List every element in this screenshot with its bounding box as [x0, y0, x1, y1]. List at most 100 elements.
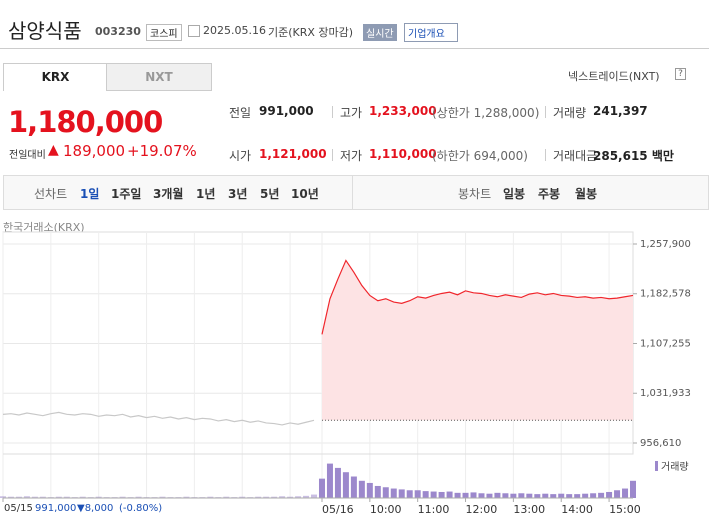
volume-bar [606, 491, 613, 498]
volume-bar [295, 496, 302, 498]
candle-period-button[interactable]: 일봉 [503, 187, 526, 201]
volume-bar [454, 492, 461, 498]
volume-bar [382, 487, 389, 498]
date: 2025.05.16 [203, 24, 266, 37]
volume-bar [574, 494, 581, 498]
period-button[interactable]: 1일 [80, 187, 100, 201]
volume-bar [582, 493, 589, 498]
summary-divider [545, 106, 546, 118]
volume-bar [422, 491, 429, 498]
x-tick-label: 12:00 [466, 503, 498, 516]
volume-bar [23, 496, 30, 498]
volume-bar [534, 494, 541, 498]
period-button[interactable]: 3년 [228, 187, 248, 201]
basis: 기준(KRX 장마감) [268, 26, 354, 39]
volume-bar [303, 495, 310, 498]
volume-bar [494, 492, 501, 498]
x-tick-label: 13:00 [513, 503, 545, 516]
volume-bar [558, 493, 565, 498]
volume-legend: 거래량 [661, 461, 689, 473]
volume-bar [7, 496, 14, 498]
volume-bar [15, 496, 22, 498]
volume-bar [366, 482, 373, 498]
candle-period-button[interactable]: 월봉 [575, 187, 598, 201]
toolbar-divider [352, 176, 353, 209]
summary-divider [332, 149, 333, 161]
x-tick-label: 15:00 [609, 503, 641, 516]
summary-value: 1,121,000 [259, 147, 327, 161]
volume-bar [271, 496, 278, 498]
price-area [321, 260, 633, 421]
volume-bar [39, 496, 46, 498]
stock-code: 003230 [95, 25, 141, 38]
toolbar [3, 175, 709, 210]
period-button[interactable]: 3개월 [153, 187, 184, 201]
chart-source: 한국거래소(KRX) [3, 221, 85, 234]
x-tick-label: 05/16 [322, 503, 354, 516]
candle-period-button[interactable]: 주봉 [538, 187, 561, 201]
summary-label: 전일 [229, 106, 252, 120]
volume-bar [470, 492, 477, 498]
volume-bar [279, 496, 286, 498]
volume-bar [478, 493, 485, 498]
price-line [2, 411, 315, 426]
footer-date: 05/15 [4, 503, 33, 514]
volume-bar [398, 489, 405, 498]
volume-bar [287, 496, 294, 498]
summary-label: 고가 [340, 106, 363, 120]
summary-label: 거래대금 [553, 149, 598, 163]
up-arrow: ▲ [48, 142, 59, 158]
price-line [321, 259, 634, 335]
help-icon[interactable]: ? [675, 68, 686, 80]
volume-bar [550, 494, 557, 498]
volume-bar [630, 480, 636, 498]
summary-label: 거래량 [553, 106, 587, 120]
volume-bar [255, 496, 262, 498]
y-tick-label: 1,107,255 [640, 339, 691, 350]
volume-bar [334, 467, 341, 498]
volume-bar [311, 494, 318, 498]
volume-bar [63, 496, 70, 498]
volume-bar [502, 493, 509, 498]
period-button[interactable]: 1주일 [111, 187, 142, 201]
volume-bar [159, 496, 166, 498]
volume-bar [342, 472, 349, 498]
tab-nxt[interactable]: NXT [106, 63, 212, 91]
volume-bar [598, 492, 605, 498]
summary-value: 1,110,000 [369, 147, 437, 161]
volume-bar [263, 496, 270, 498]
current-price: 1,180,000 [8, 105, 163, 139]
realtime-badge[interactable]: 실시간 [363, 24, 397, 41]
period-button[interactable]: 10년 [291, 187, 319, 201]
summary-divider [545, 149, 546, 161]
volume-bar [183, 496, 190, 498]
summary-note: (상한가 1,288,000) [432, 106, 540, 120]
volume-bar [79, 496, 86, 498]
company-button[interactable]: 기업개요 [404, 23, 458, 42]
change-pct: +19.07% [127, 142, 197, 160]
summary-label: 저가 [340, 149, 363, 163]
volume-bar [566, 494, 573, 498]
volume-bar [55, 496, 62, 498]
volume-bar [518, 493, 525, 498]
volume-bar [590, 493, 597, 498]
line-chart-label: 선차트 [34, 187, 68, 201]
volume-bar [223, 496, 230, 498]
y-tick-label: 956,610 [640, 438, 681, 449]
volume-bar [438, 491, 445, 498]
nxt-link[interactable]: 넥스트레이드(NXT) [568, 70, 660, 83]
y-tick-label: 1,031,933 [640, 388, 691, 399]
footer-pct: (-0.80%) [119, 503, 163, 514]
period-button[interactable]: 1년 [196, 187, 216, 201]
change: 189,000 [63, 142, 126, 160]
volume-bar [542, 493, 549, 498]
period-button[interactable]: 5년 [260, 187, 280, 201]
volume-bar [95, 496, 102, 498]
y-tick-label: 1,182,578 [640, 289, 691, 300]
volume-bar [374, 485, 381, 498]
volume-bar [486, 493, 493, 498]
candle-chart-label: 봉차트 [458, 187, 492, 201]
y-tick-label: 1,257,900 [640, 239, 691, 250]
